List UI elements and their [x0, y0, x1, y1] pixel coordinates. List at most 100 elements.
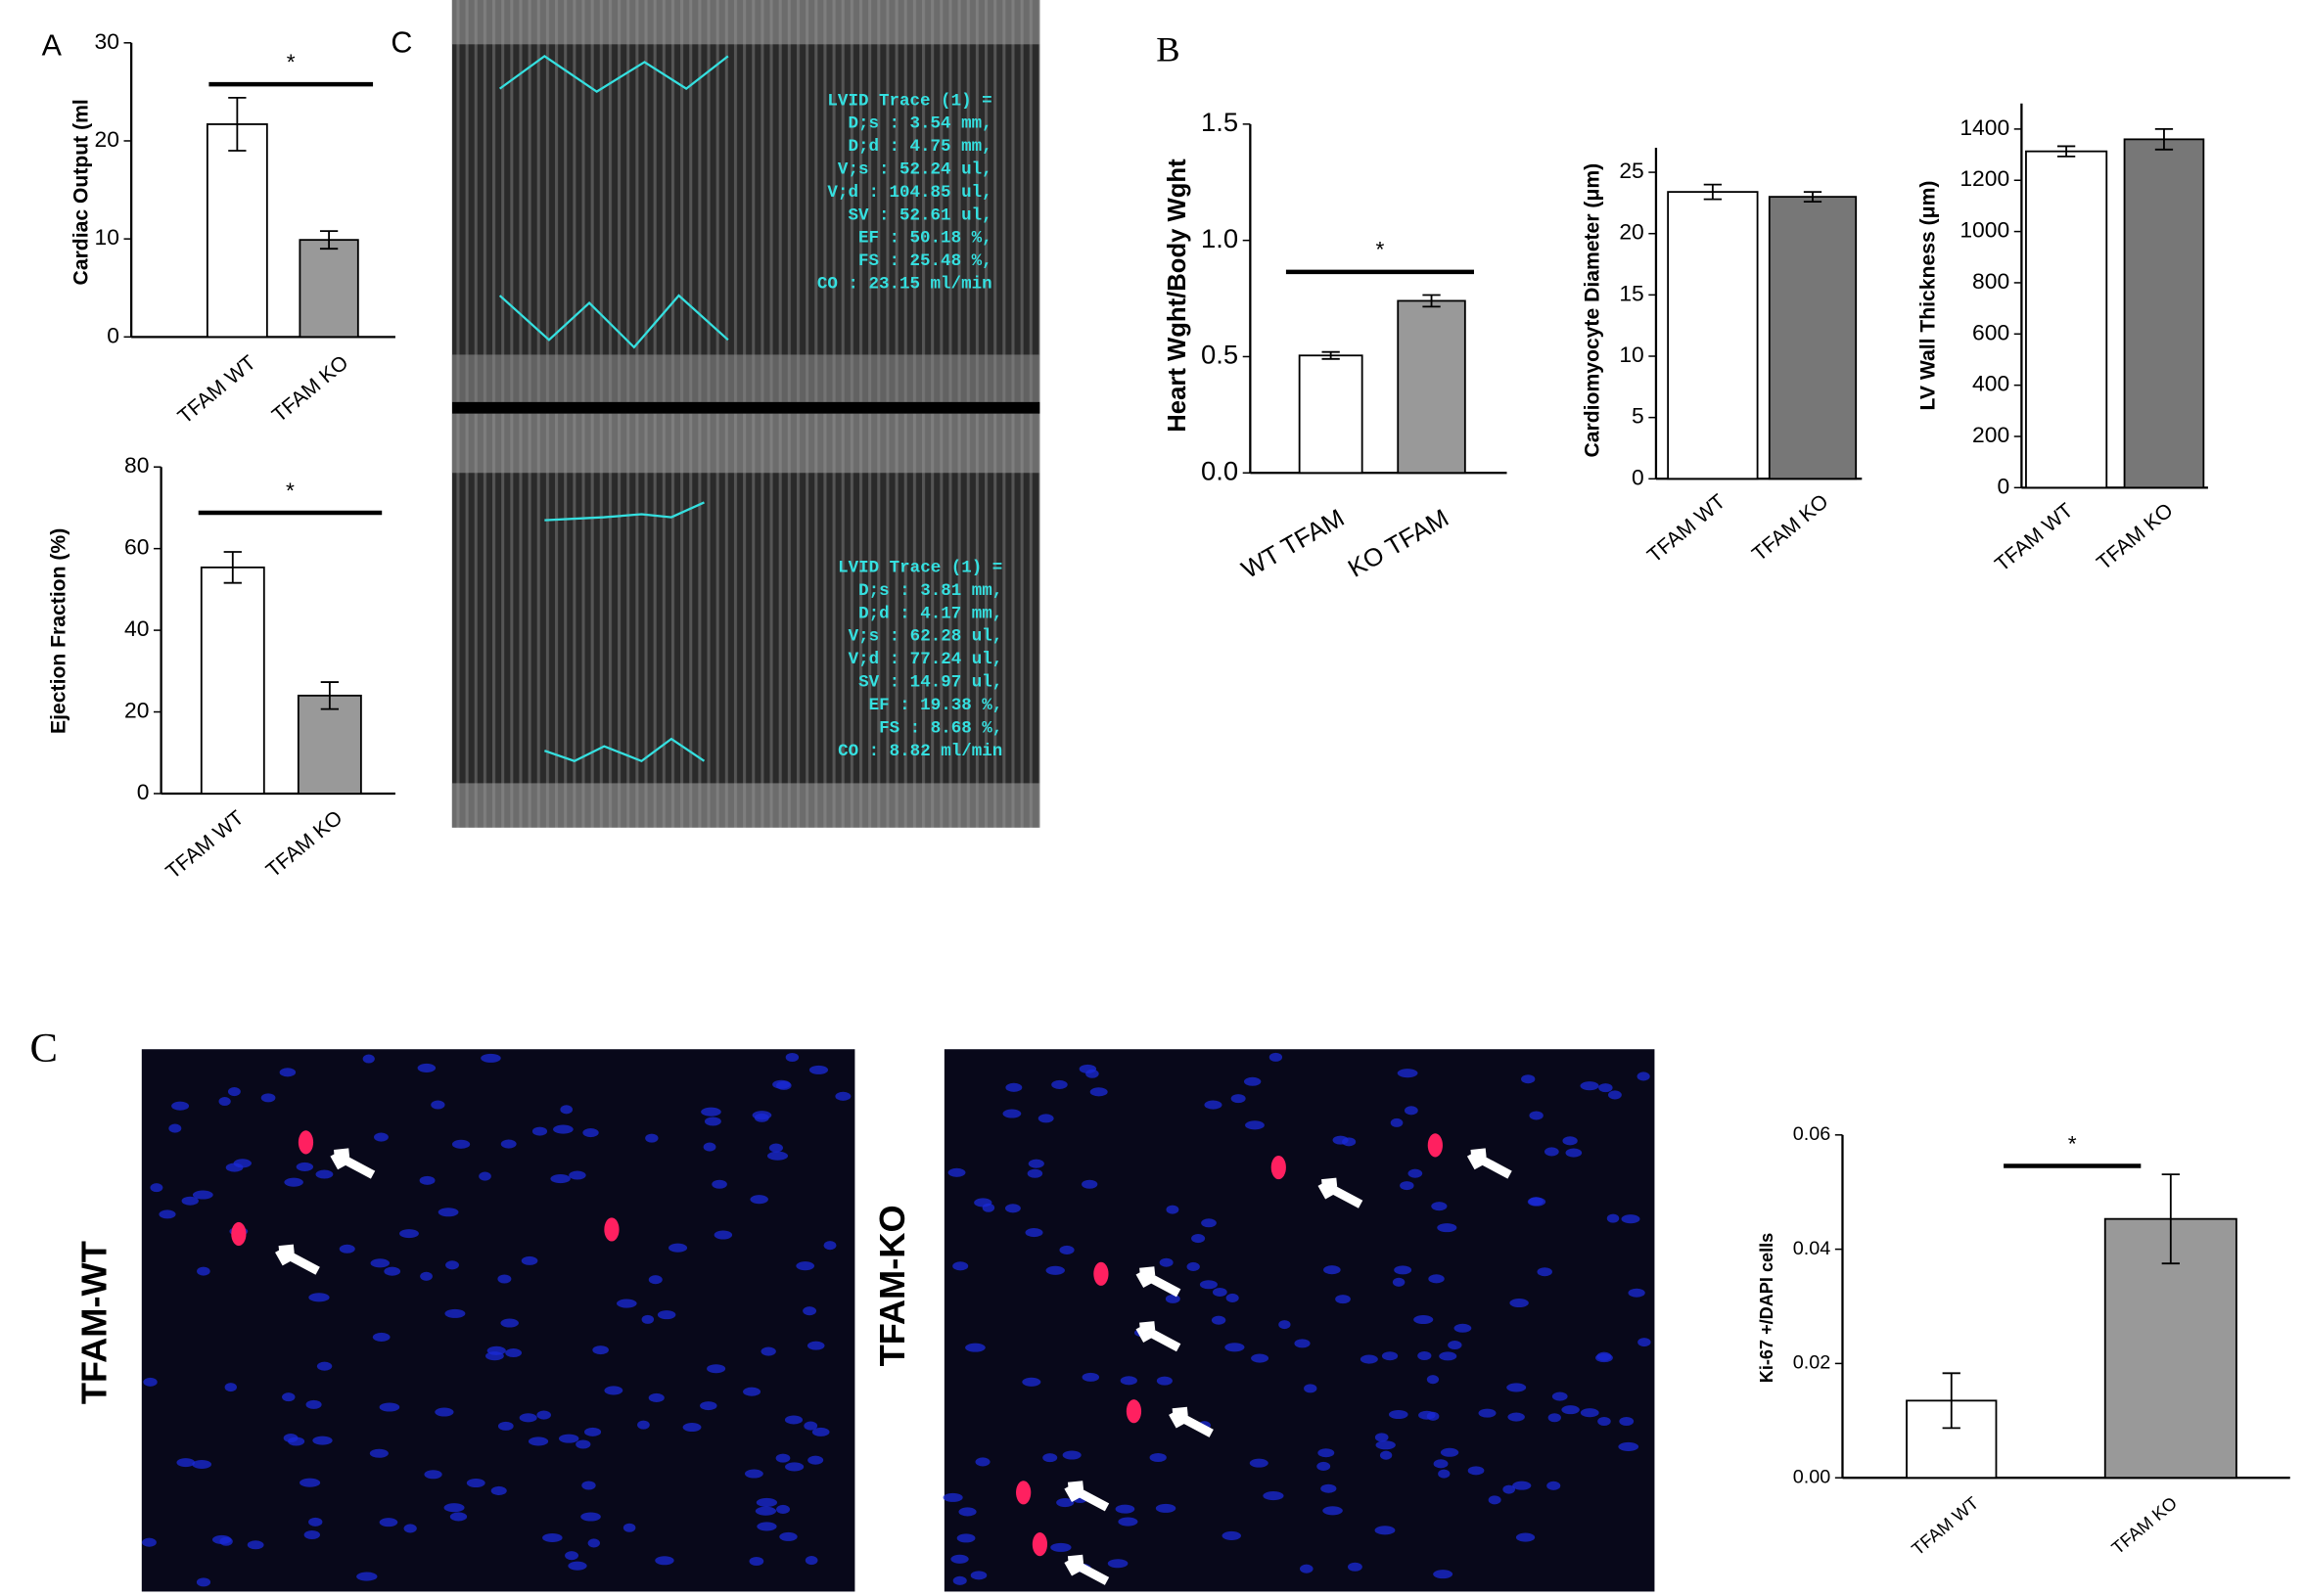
- nucleus: [1374, 1526, 1396, 1535]
- nucleus: [1165, 1294, 1180, 1303]
- nucleus: [1347, 1562, 1362, 1572]
- nucleus: [225, 1163, 244, 1172]
- echo-measurement: D;d : 4.17 mm,: [858, 604, 1002, 623]
- arrow: [330, 1148, 376, 1179]
- nucleus: [712, 1179, 727, 1189]
- nucleus: [1488, 1495, 1501, 1505]
- bar: [297, 694, 362, 795]
- nucleus: [1453, 1323, 1472, 1333]
- nucleus: [576, 1439, 591, 1449]
- nucleus: [303, 1529, 320, 1540]
- nucleus: [592, 1345, 609, 1355]
- nucleus: [1618, 1441, 1639, 1451]
- nucleus: [500, 1318, 519, 1328]
- nucleus: [1597, 1416, 1611, 1427]
- nucleus: [768, 1143, 783, 1153]
- nucleus: [1546, 1481, 1561, 1490]
- nucleus: [1561, 1405, 1580, 1415]
- nucleus: [1037, 1114, 1054, 1123]
- y-tick-label: 200: [1972, 422, 2009, 447]
- nucleus: [1467, 1466, 1485, 1476]
- nucleus: [1323, 1265, 1341, 1275]
- nucleus: [616, 1299, 637, 1308]
- nucleus: [159, 1209, 176, 1219]
- nucleus: [668, 1243, 688, 1253]
- nucleus: [1418, 1410, 1436, 1420]
- nucleus: [1204, 1100, 1222, 1110]
- nucleus: [1268, 1052, 1283, 1062]
- echo-measurement: SV : 14.97 ul,: [858, 673, 1002, 693]
- echo-measurement: V;s : 62.28 ul,: [849, 627, 1003, 647]
- nucleus: [714, 1230, 733, 1240]
- nucleus: [451, 1139, 471, 1149]
- y-tick-label: 20: [95, 126, 119, 152]
- error-bar: [223, 551, 242, 584]
- nucleus: [1428, 1274, 1445, 1284]
- nucleus: [196, 1577, 211, 1587]
- nucleus: [1300, 1564, 1314, 1573]
- y-tick-label: 0: [1632, 464, 1644, 489]
- stained-nucleus: [231, 1221, 247, 1247]
- bar: [1667, 191, 1759, 480]
- nucleus: [757, 1522, 777, 1531]
- nucleus: [707, 1364, 726, 1374]
- stained-nucleus: [604, 1217, 620, 1242]
- nucleus: [300, 1478, 321, 1487]
- nucleus: [1155, 1503, 1176, 1513]
- nucleus: [1404, 1106, 1418, 1116]
- nucleus: [975, 1457, 991, 1467]
- nucleus: [952, 1261, 969, 1271]
- nucleus: [803, 1306, 817, 1316]
- y-axis-label: Ejection Fraction (%): [47, 528, 70, 734]
- nucleus: [772, 1079, 791, 1089]
- nucleus: [379, 1402, 400, 1412]
- nucleus: [1439, 1351, 1457, 1361]
- nucleus: [142, 1537, 157, 1547]
- y-tick-label: 0.0: [1201, 456, 1238, 486]
- nucleus: [505, 1347, 523, 1358]
- nucleus: [1085, 1069, 1099, 1078]
- panel-label: B: [1156, 30, 1179, 69]
- x-tick-label: TFAM WT: [1908, 1493, 1982, 1560]
- nucleus: [645, 1133, 659, 1143]
- panel-label: A: [42, 29, 63, 62]
- nucleus: [1027, 1168, 1043, 1178]
- significance-star: *: [2068, 1130, 2077, 1156]
- nucleus: [1621, 1214, 1640, 1224]
- y-tick-label: 0.00: [1793, 1466, 1831, 1487]
- stained-nucleus: [298, 1130, 314, 1155]
- nucleus: [1527, 1197, 1546, 1207]
- nucleus: [356, 1572, 378, 1581]
- nucleus: [1374, 1433, 1389, 1442]
- nucleus: [1230, 1094, 1246, 1104]
- nucleus: [308, 1293, 330, 1302]
- y-axis-label: LV Wall Thickness (μm): [1915, 181, 1939, 411]
- nucleus: [218, 1096, 231, 1107]
- y-tick-label: 10: [1619, 342, 1643, 367]
- nucleus: [308, 1517, 323, 1527]
- nucleus: [804, 1421, 818, 1431]
- nucleus: [1056, 1498, 1075, 1508]
- nucleus: [1390, 1117, 1404, 1127]
- nucleus: [553, 1124, 574, 1134]
- nucleus: [1598, 1083, 1613, 1093]
- nucleus: [419, 1175, 436, 1185]
- nucleus: [823, 1241, 837, 1251]
- nucleus: [807, 1455, 824, 1465]
- nucleus: [648, 1392, 665, 1402]
- nucleus: [181, 1196, 199, 1206]
- nucleus: [1394, 1265, 1412, 1275]
- nucleus: [648, 1275, 663, 1285]
- echo-measurement: CO : 8.82 ml/min: [838, 742, 1002, 761]
- nucleus: [1245, 1120, 1265, 1130]
- nucleus: [399, 1229, 419, 1239]
- nucleus: [766, 1151, 789, 1161]
- nucleus: [970, 1571, 988, 1580]
- nucleus: [466, 1478, 485, 1488]
- nucleus: [779, 1531, 798, 1541]
- nucleus: [312, 1436, 333, 1445]
- echo-measurement: CO : 23.15 ml/min: [817, 275, 992, 295]
- nucleus: [197, 1266, 210, 1276]
- y-tick-label: 60: [124, 534, 149, 560]
- nucleus: [1431, 1202, 1448, 1211]
